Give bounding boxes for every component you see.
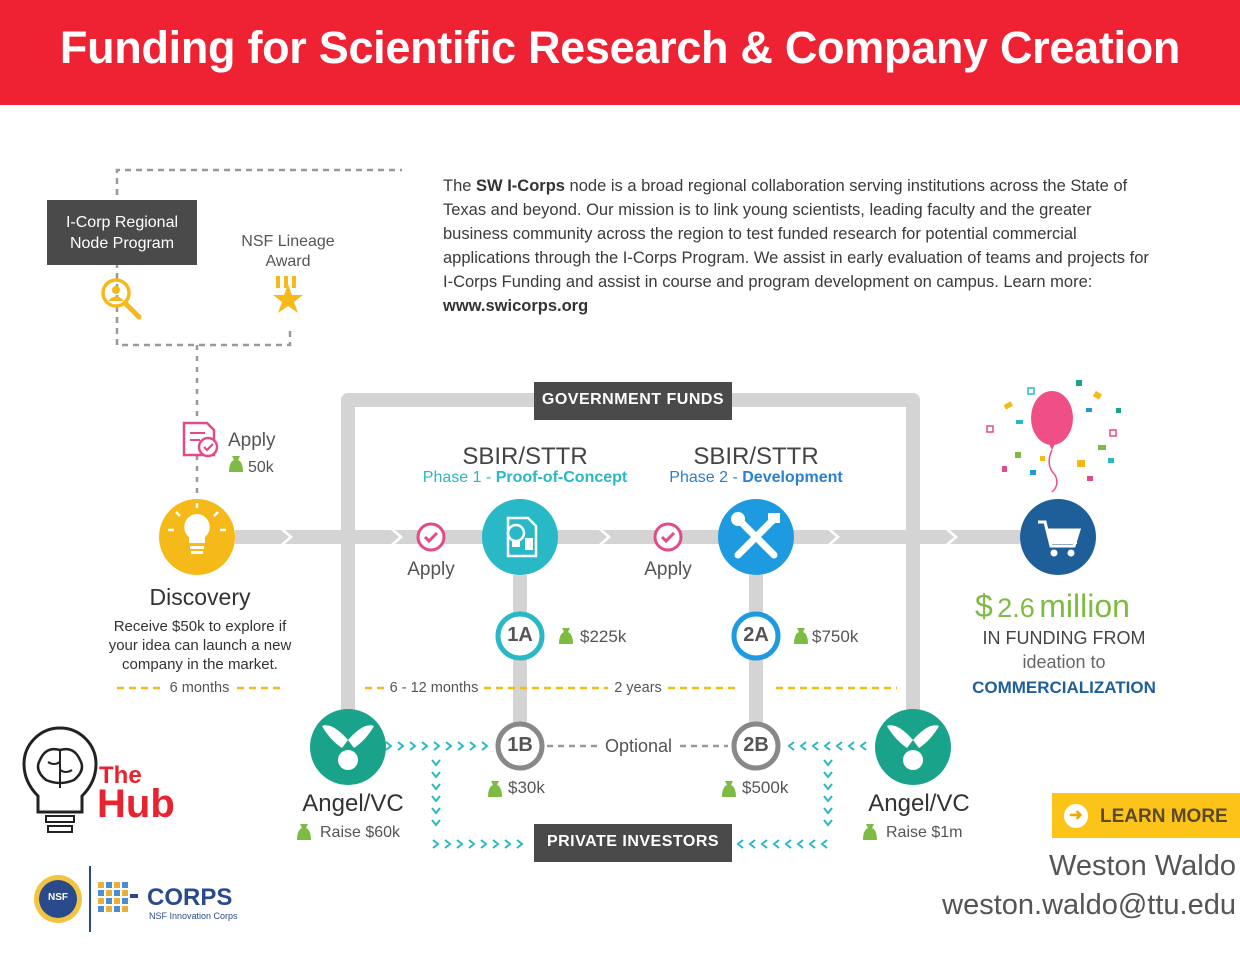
- discovery-title: Discovery: [149, 584, 251, 610]
- phase2-title: SBIR/STTR: [693, 443, 819, 470]
- confetti-icon: [986, 380, 1121, 481]
- step-2a-label: 2A: [743, 624, 769, 646]
- proof-of-concept-icon: [482, 499, 558, 575]
- balloon-icon: [1031, 391, 1073, 493]
- discovery-line3: company in the market.: [122, 656, 278, 673]
- angel-left-raise: Raise $60k: [320, 824, 401, 841]
- angel-money-icon-right: [875, 709, 951, 785]
- apply-check-icon-1: [416, 522, 446, 552]
- summary-currency: $: [975, 588, 993, 624]
- money-bag-icons: [229, 456, 877, 840]
- lightbulb-icon: [159, 499, 235, 575]
- intro-text-start: The: [443, 177, 477, 195]
- step-1a-amount: $225k: [580, 627, 627, 646]
- phase1-duration: 6 - 12 months: [389, 680, 479, 696]
- intro-link[interactable]: www.swicorps.org: [443, 297, 589, 315]
- intro-brand: SW I-Corps: [476, 177, 565, 195]
- award-icon: [273, 276, 303, 313]
- intro-paragraph: The SW I-Corps node is a broad regional …: [443, 174, 1155, 318]
- hub-brain-logo: [22, 726, 98, 833]
- phase2-subtitle: Phase 2 - Development: [640, 469, 872, 487]
- phase1-prefix: Phase 1 -: [422, 469, 496, 486]
- phase2-name: Development: [742, 469, 843, 486]
- optional-label: Optional: [604, 736, 673, 756]
- learn-more-label: LEARN MORE: [1100, 806, 1228, 827]
- discovery-line2: your idea can launch a new: [108, 637, 292, 654]
- summary-unit: million: [1039, 588, 1130, 624]
- learn-more-button[interactable]: ➜ LEARN MORE: [1052, 793, 1240, 838]
- discovery-duration: 6 months: [169, 680, 230, 696]
- step-2b-label: 2B: [743, 734, 769, 756]
- phase2-duration: 2 years: [614, 680, 662, 696]
- phase1-subtitle: Phase 1 - Proof-of-Concept: [400, 469, 650, 487]
- summary-line4: COMMERCIALIZATION: [972, 678, 1156, 697]
- nsf-award-label: NSF Lineage Award: [225, 232, 351, 272]
- nsf-award-line2: Award: [265, 253, 311, 270]
- tools-icon: [718, 499, 794, 575]
- angel-right-raise: Raise $1m: [886, 824, 963, 841]
- magnifier-icon: [101, 278, 142, 320]
- private-investors-box: [534, 824, 732, 862]
- step-1b-circle: [495, 721, 545, 771]
- step-2b-amount: $500k: [742, 778, 789, 797]
- apply-phase2-label: Apply: [644, 559, 692, 580]
- apply-phase1-label: Apply: [407, 559, 455, 580]
- nsf-seal-logo: [34, 875, 82, 923]
- title-banner: [0, 0, 1240, 105]
- node-frame-top: [115, 168, 402, 228]
- discovery-line1: Receive $50k to explore if: [113, 618, 287, 635]
- apply-discovery-label: Apply: [228, 430, 276, 451]
- hub-logo-the: The: [99, 762, 142, 789]
- phase1-title: SBIR/STTR: [462, 443, 588, 470]
- node-program-line2: Node Program: [69, 235, 175, 252]
- phase1-name: Proof-of-Concept: [495, 469, 628, 486]
- node-program-label: I-Corp Regional Node Program: [47, 212, 197, 254]
- contact-email[interactable]: weston.waldo@ttu.edu: [942, 889, 1236, 921]
- government-funds-box: [534, 382, 732, 420]
- angel-money-icon-left: [310, 709, 386, 785]
- phase2-prefix: Phase 2 -: [669, 469, 743, 486]
- step-1a-circle: [495, 611, 545, 661]
- summary-line3: ideation to: [1022, 652, 1106, 672]
- step-2a-amount: $750k: [812, 627, 859, 646]
- summary-line2: IN FUNDING FROM: [982, 628, 1146, 648]
- intro-text-body: node is a broad regional collaboration s…: [443, 177, 1149, 291]
- step-1b-amount: $30k: [508, 778, 545, 797]
- step-1b-label: 1B: [507, 734, 533, 756]
- discovery-description: Receive $50k to explore if your idea can…: [88, 617, 312, 674]
- private-flow-chevrons: [385, 741, 867, 849]
- contact-name: Weston Waldo: [1049, 850, 1236, 882]
- page-title: Funding for Scientific Research & Compan…: [59, 22, 1181, 73]
- angel-left-title: Angel/VC: [302, 790, 404, 817]
- corps-logo-text: CORPS: [147, 884, 233, 911]
- node-frame-bottom: [115, 262, 292, 347]
- shopping-cart-icon: [1020, 499, 1096, 575]
- nsf-seal-text: NSF: [48, 892, 68, 903]
- apply-check-icon-2: [653, 522, 683, 552]
- angel-right-title: Angel/VC: [868, 790, 970, 817]
- node-program-line1: I-Corp Regional: [65, 214, 179, 231]
- summary-number: 2.6: [997, 593, 1035, 623]
- summary-amount: $ 2.6 million: [975, 588, 1165, 625]
- application-form-icon: [182, 421, 219, 458]
- step-1a-label: 1A: [507, 624, 533, 646]
- step-2b-circle: [731, 721, 781, 771]
- private-investors-label: PRIVATE INVESTORS: [546, 833, 720, 850]
- step-2a-circle: [731, 611, 781, 661]
- apply-discovery-amount: 50k: [248, 459, 274, 476]
- hub-logo-hub: Hub: [97, 782, 175, 826]
- arrow-right-icon: ➜: [1064, 804, 1088, 828]
- government-funds-label: GOVERNMENT FUNDS: [541, 391, 725, 408]
- node-program-box: [47, 200, 197, 265]
- icorps-grid-logo: [98, 882, 138, 912]
- corps-logo-subtitle: NSF Innovation Corps: [149, 911, 238, 921]
- track-chevrons: [281, 530, 958, 544]
- nsf-award-line1: NSF Lineage: [241, 233, 335, 250]
